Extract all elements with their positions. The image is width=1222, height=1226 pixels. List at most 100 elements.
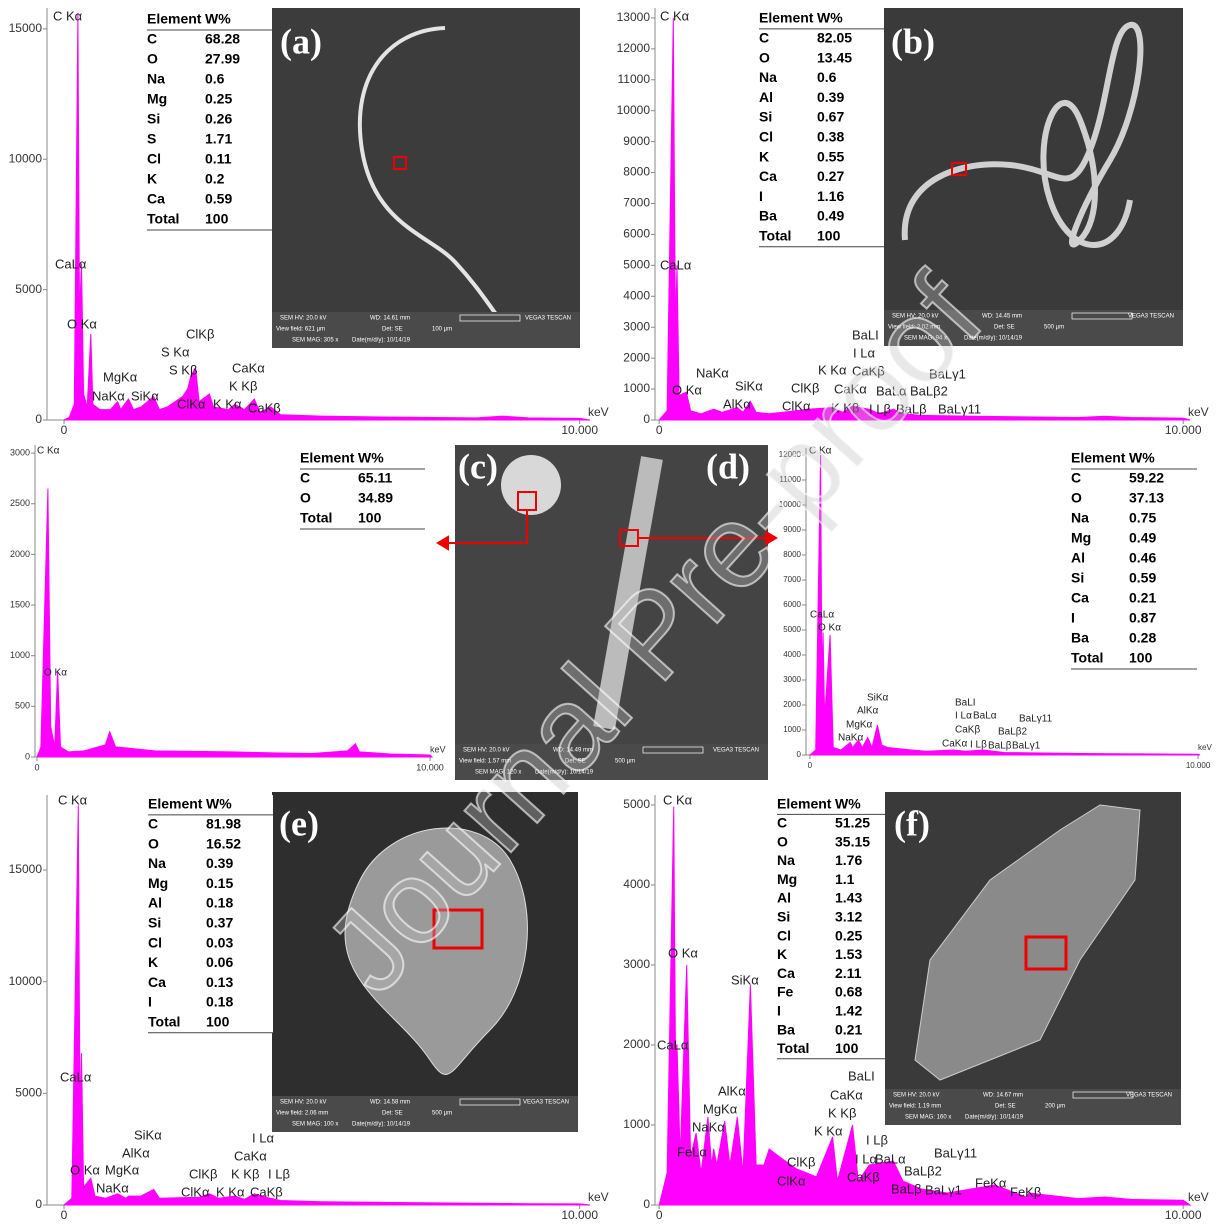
table-header: W% — [817, 10, 843, 26]
table-cell: Total — [1071, 650, 1103, 666]
table-cell: 81.98 — [206, 816, 241, 832]
table-cell: 0.26 — [205, 111, 232, 127]
peak-label: C Kα — [58, 792, 88, 807]
table-cell: S — [147, 131, 156, 147]
sem-info: SEM MAG: 305 x — [292, 338, 338, 344]
panel-label: (e) — [279, 803, 319, 843]
table-cell: 1.42 — [835, 1003, 862, 1019]
sem-info: 200 µm — [1045, 1104, 1065, 1110]
x-tick-label: 0 — [61, 423, 68, 437]
peak-label: CaKα — [942, 739, 967, 750]
y-tick-label: 2500 — [10, 498, 30, 508]
peak-label: NaKα — [92, 388, 125, 403]
table-cell: Mg — [777, 871, 797, 887]
peak-label: AlKα — [723, 396, 751, 411]
table-cell: Ca — [147, 191, 165, 207]
x-tick-label: 0 — [656, 1208, 663, 1222]
y-tick-label: 10000 — [617, 103, 651, 117]
figure: 050001000015000010.000keVC KαCaLαO KαClK… — [0, 0, 1222, 1226]
table-cell: O — [148, 835, 159, 851]
sem-info: Date(m/d/y): 10/14/19 — [352, 1122, 411, 1128]
table-cell: Al — [1071, 550, 1085, 566]
table-cell: 100 — [817, 228, 841, 244]
peak-label: CaKα — [830, 1087, 863, 1102]
panel-label: (a) — [280, 21, 322, 61]
table-cell: 0.2 — [205, 171, 225, 187]
x-tick-label: 10.000 — [561, 423, 598, 437]
peak-label: NaKα — [696, 365, 729, 380]
table-cell: Total — [148, 1014, 180, 1030]
sem-info: VEGA3 TESCAN — [525, 316, 571, 322]
table-cell: 35.15 — [835, 833, 870, 849]
table-cell: C — [759, 30, 769, 46]
peak-label: BaLα — [973, 711, 997, 722]
peak-label: BaLα — [875, 1151, 906, 1166]
peak-label: K Kα — [213, 396, 242, 411]
peak-label: C Kα — [663, 792, 693, 807]
table-header: W% — [835, 796, 861, 812]
table-cell: Na — [759, 69, 777, 85]
table-cell: Total — [300, 510, 332, 526]
peak-label: CaKβ — [955, 725, 980, 736]
y-tick-label: 10000 — [9, 151, 43, 165]
table-cell: 0.21 — [835, 1021, 862, 1037]
y-tick-label: 500 — [15, 701, 30, 711]
table-header: Element — [759, 10, 814, 26]
sem-info: SEM MAG: 100 x — [292, 1122, 338, 1128]
arrow-head — [438, 537, 448, 549]
table-cell: O — [147, 51, 158, 67]
x-tick-label: 0 — [34, 762, 39, 772]
peak-label: O Kα — [668, 945, 698, 960]
table-cell: 0.75 — [1129, 510, 1156, 526]
peak-label: AlKα — [718, 1083, 746, 1098]
x-tick-label: 10.000 — [561, 1208, 598, 1222]
peak-label: BaLβ — [891, 1181, 922, 1196]
y-tick-label: 5000 — [15, 282, 42, 296]
peak-label: I Lα — [955, 711, 972, 722]
table-cell: I — [1071, 610, 1075, 626]
x-axis-label: keV — [430, 744, 446, 754]
table-cell: 51.25 — [835, 815, 870, 831]
table-cell: 100 — [358, 510, 382, 526]
table-cell: 0.39 — [206, 855, 233, 871]
table-cell: O — [777, 833, 788, 849]
peak-label: CaLα — [60, 1069, 92, 1084]
table-cell: Ca — [759, 168, 777, 184]
y-tick-label: 6000 — [783, 600, 801, 609]
table-cell: C — [147, 31, 157, 47]
sem-info: View field: 2.06 mm — [276, 1111, 328, 1117]
table-cell: 59.22 — [1129, 470, 1164, 486]
sem-info: View field: 1.19 mm — [889, 1104, 941, 1110]
peak-label: S Kα — [161, 344, 190, 359]
y-tick-label: 0 — [25, 751, 30, 761]
y-tick-label: 0 — [797, 750, 802, 759]
table-cell: Na — [148, 855, 166, 871]
table-cell: 100 — [835, 1040, 859, 1056]
peak-label: FeKβ — [1010, 1184, 1041, 1199]
peak-label: K Kβ — [828, 1105, 856, 1120]
peak-label: C Kα — [37, 446, 60, 457]
table-cell: 0.28 — [1129, 630, 1156, 646]
peak-label: ClKα — [177, 396, 206, 411]
x-tick-label: 0 — [656, 423, 663, 437]
peak-label: ClKβ — [787, 1154, 815, 1169]
table-cell: 68.28 — [205, 31, 240, 47]
table-cell: 1.71 — [205, 131, 232, 147]
sem-info: Date(m/d/y): 10/14/19 — [965, 1115, 1024, 1121]
peak-label: MgKα — [846, 720, 873, 731]
peak-label: SiKα — [131, 388, 159, 403]
peak-label: SiKα — [735, 378, 763, 393]
table-cell: Cl — [147, 151, 161, 167]
x-tick-label: 0 — [61, 1208, 68, 1222]
table-cell: 13.45 — [817, 49, 852, 65]
peak-label: I Lβ — [866, 1132, 888, 1147]
table-cell: 0.68 — [835, 984, 862, 1000]
table-cell: 0.59 — [205, 191, 232, 207]
table-cell: 1.76 — [835, 852, 862, 868]
table-cell: 0.87 — [1129, 610, 1156, 626]
panel-label: (c) — [458, 446, 498, 486]
x-axis-label: keV — [1188, 1190, 1209, 1204]
table-cell: 16.52 — [206, 835, 241, 851]
table-cell: 0.03 — [206, 934, 233, 950]
peak-label: BaLγ11 — [934, 1145, 977, 1160]
